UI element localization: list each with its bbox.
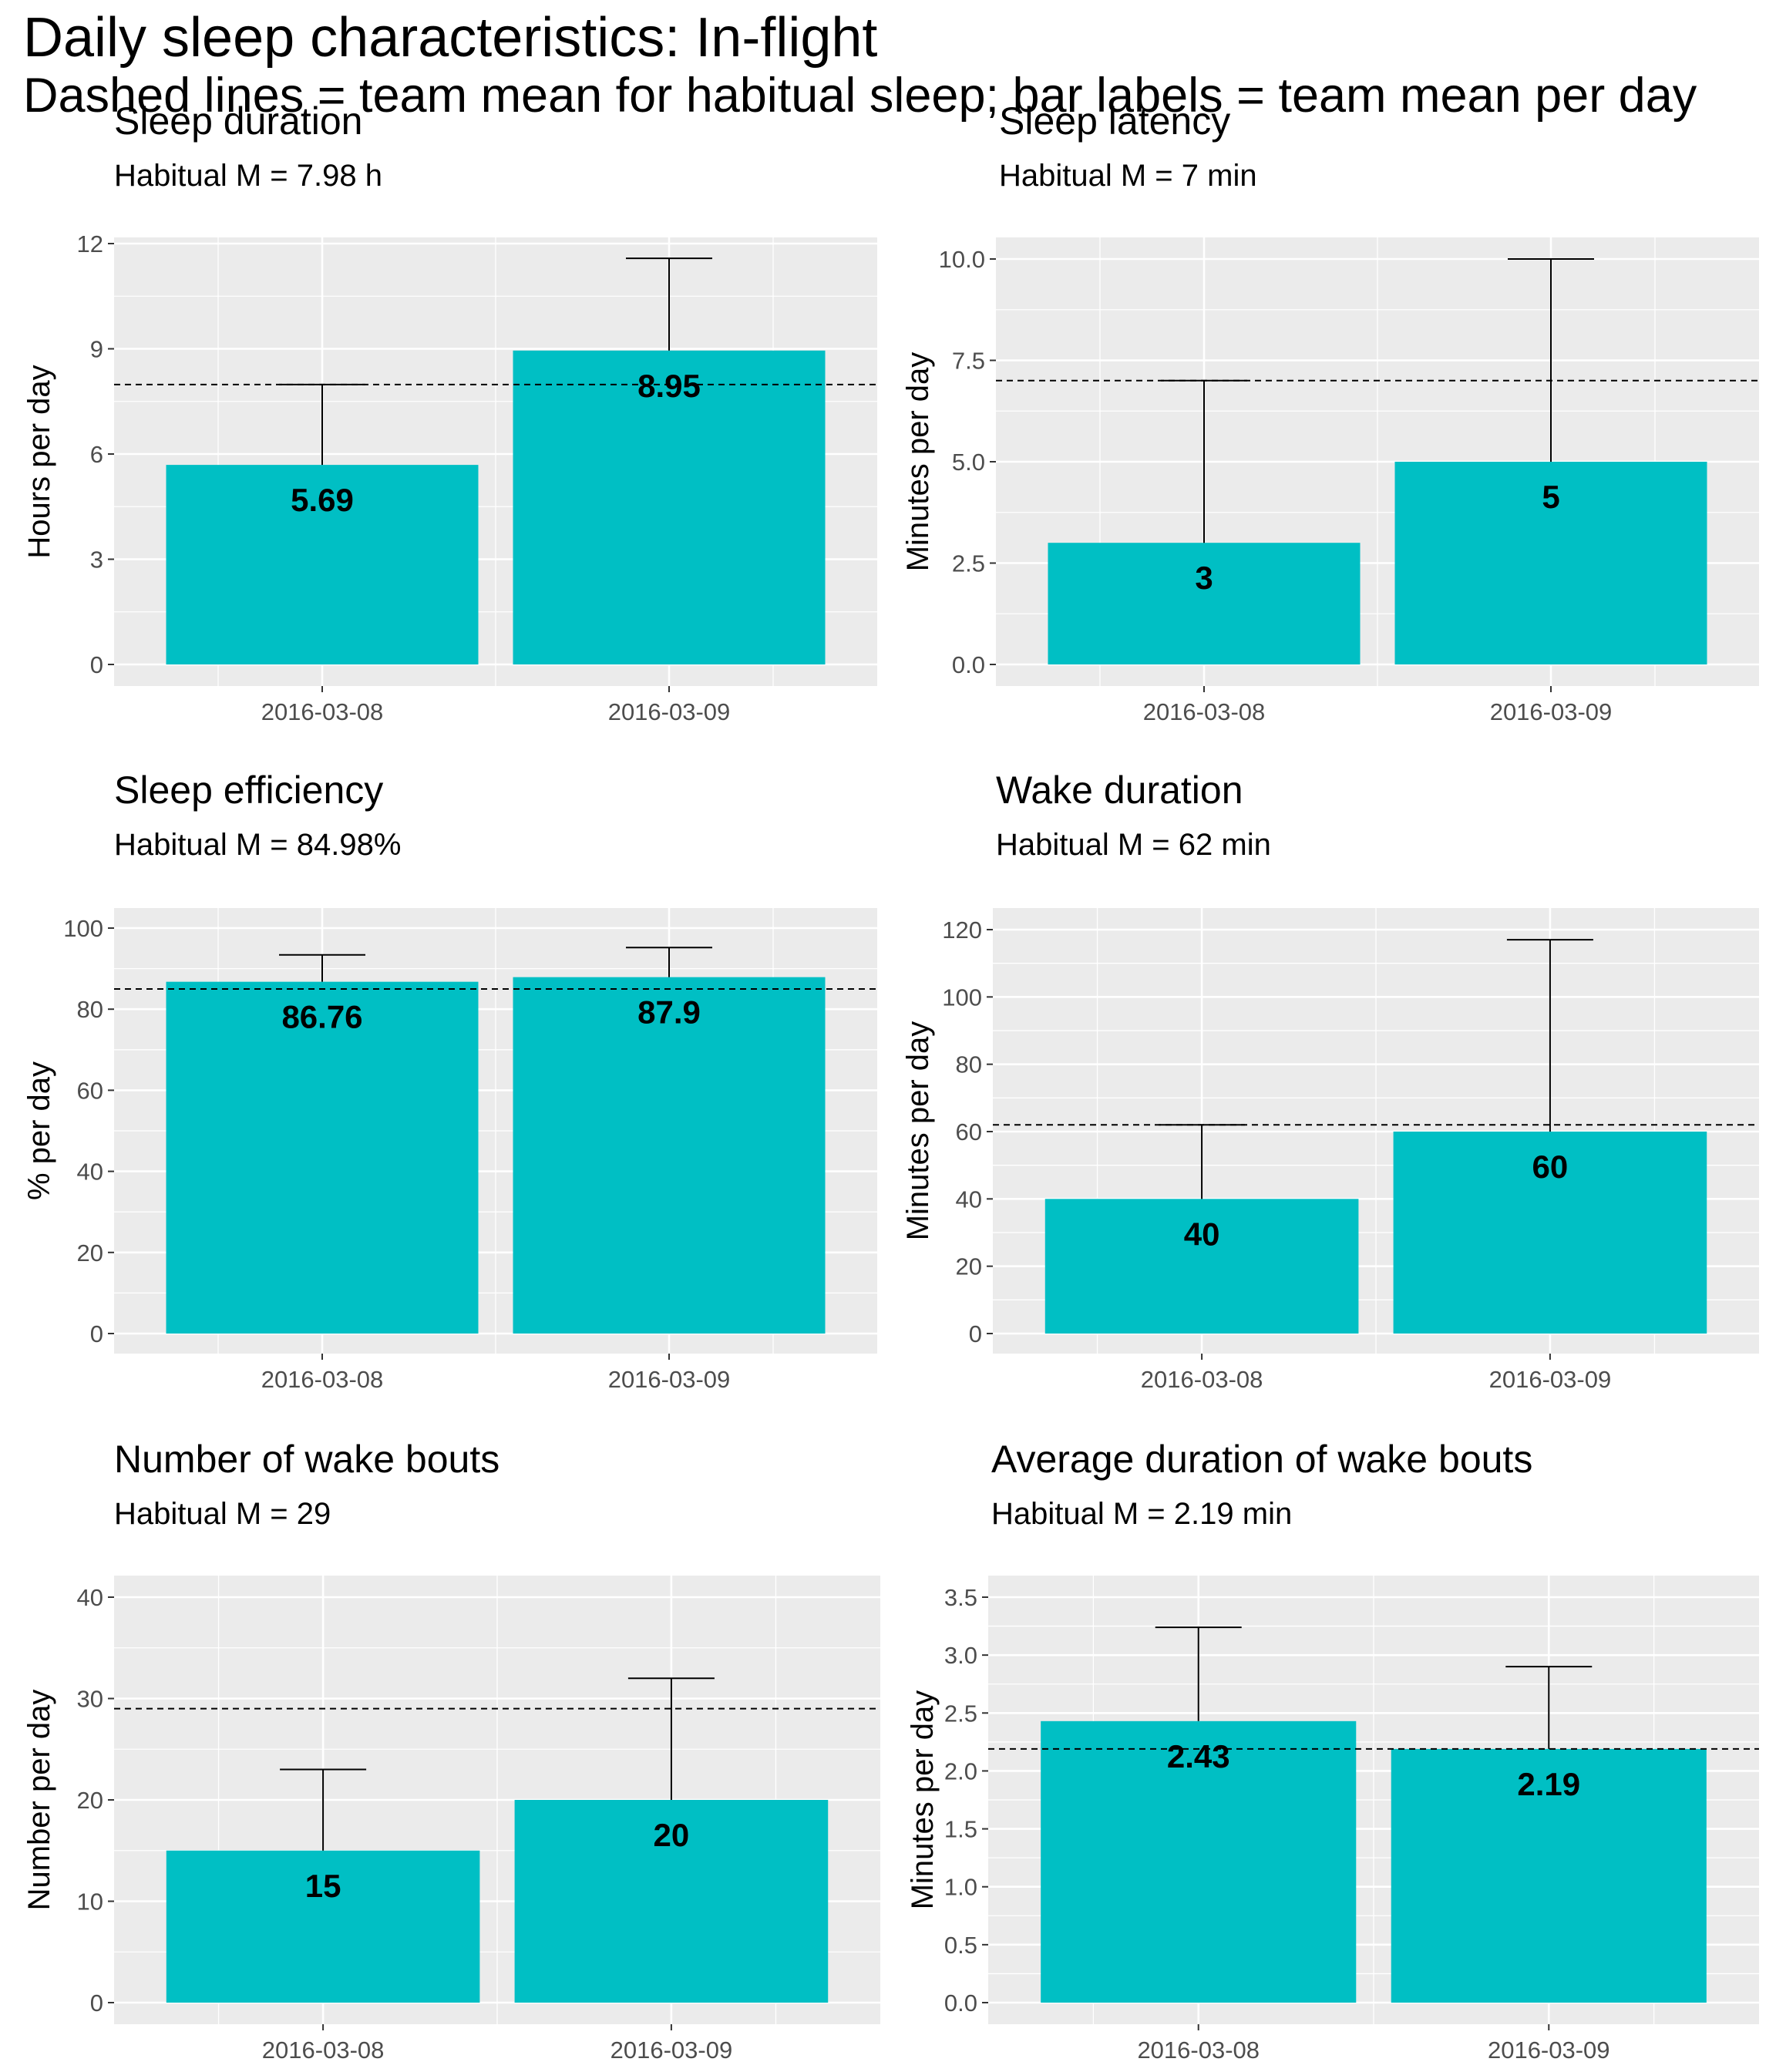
y-tick-label: 0 — [90, 651, 103, 678]
bar — [1041, 1720, 1357, 2003]
y-tick-label: 7.5 — [952, 348, 985, 375]
x-tick-label: 2016-03-09 — [1490, 698, 1613, 725]
y-tick-label: 20 — [956, 1253, 982, 1280]
y-tick-label: 20 — [77, 1787, 103, 1814]
bar — [1394, 462, 1707, 664]
bar — [166, 465, 479, 664]
panel-title: Average duration of wake bouts — [991, 1438, 1533, 1481]
bar — [1048, 543, 1361, 664]
figure-subtitle: Dashed lines = team mean for habitual sl… — [23, 69, 1697, 123]
y-axis-label: Minutes per day — [901, 1021, 935, 1241]
y-tick-label: 0.5 — [944, 1932, 977, 1959]
x-tick-label: 2016-03-08 — [262, 2037, 385, 2064]
y-tick-label: 60 — [77, 1077, 103, 1104]
x-tick-label: 2016-03-08 — [261, 1366, 384, 1393]
panel-title: Sleep latency — [999, 99, 1231, 143]
bar — [166, 1850, 480, 2003]
y-tick-label: 80 — [956, 1051, 982, 1078]
y-tick-label: 40 — [77, 1159, 103, 1186]
bar-value-label: 20 — [654, 1817, 690, 1853]
y-tick-label: 6 — [90, 441, 103, 468]
x-tick-label: 2016-03-09 — [610, 2037, 733, 2064]
y-tick-label: 3 — [90, 547, 103, 574]
x-tick-label: 2016-03-09 — [1489, 1366, 1612, 1393]
panel-title: Wake duration — [996, 769, 1243, 812]
y-tick-label: 2.5 — [952, 550, 985, 577]
panel-subtitle: Habitual M = 62 min — [996, 828, 1271, 862]
figure-title: Daily sleep characteristics: In-flight — [23, 7, 878, 69]
bar-value-label: 2.43 — [1167, 1738, 1230, 1774]
x-tick-label: 2016-03-08 — [1141, 1366, 1263, 1393]
bar — [514, 1800, 829, 2003]
y-tick-label: 0.0 — [944, 1990, 977, 2016]
bar-value-label: 86.76 — [281, 999, 362, 1035]
y-tick-label: 1.0 — [944, 1874, 977, 1901]
y-tick-label: 2.0 — [944, 1758, 977, 1784]
bar-value-label: 40 — [1184, 1216, 1220, 1252]
x-tick-label: 2016-03-09 — [1488, 2037, 1610, 2064]
y-tick-label: 2.5 — [944, 1700, 977, 1727]
y-tick-label: 40 — [77, 1584, 103, 1611]
bar — [513, 977, 826, 1334]
y-tick-label: 3.0 — [944, 1642, 977, 1669]
bar-value-label: 3 — [1195, 560, 1213, 596]
y-tick-label: 0 — [969, 1320, 982, 1347]
y-tick-label: 12 — [77, 230, 103, 257]
y-axis-label: % per day — [22, 1061, 56, 1200]
panel-title: Number of wake bouts — [114, 1438, 500, 1481]
y-tick-label: 0.0 — [952, 651, 985, 678]
bar — [1391, 1748, 1707, 2003]
bar-value-label: 8.95 — [637, 368, 701, 404]
bar-value-label: 5.69 — [291, 482, 354, 518]
y-tick-label: 20 — [77, 1240, 103, 1266]
bar-value-label: 87.9 — [637, 994, 701, 1031]
y-axis-label: Minutes per day — [906, 1690, 940, 1910]
panel-title: Sleep efficiency — [114, 769, 384, 812]
x-tick-label: 2016-03-09 — [608, 698, 731, 725]
y-axis-label: Hours per day — [22, 365, 56, 558]
bar-value-label: 2.19 — [1517, 1766, 1580, 1802]
bar — [166, 981, 479, 1334]
panel-subtitle: Habitual M = 29 — [114, 1497, 331, 1531]
y-tick-label: 100 — [942, 984, 982, 1011]
panel-subtitle: Habitual M = 7 min — [999, 159, 1257, 193]
x-tick-label: 2016-03-08 — [261, 698, 384, 725]
y-tick-label: 60 — [956, 1118, 982, 1145]
x-tick-label: 2016-03-08 — [1143, 698, 1266, 725]
bar — [513, 350, 826, 664]
panel-title: Sleep duration — [114, 99, 363, 143]
y-axis-label: Minutes per day — [901, 352, 935, 572]
y-tick-label: 100 — [63, 915, 103, 942]
bar-value-label: 60 — [1532, 1149, 1569, 1185]
bar — [1044, 1199, 1359, 1334]
panel-subtitle: Habitual M = 84.98% — [114, 828, 402, 862]
y-tick-label: 0 — [90, 1320, 103, 1347]
x-tick-label: 2016-03-09 — [608, 1366, 731, 1393]
y-tick-label: 80 — [77, 996, 103, 1023]
bar-value-label: 5 — [1542, 479, 1559, 515]
y-tick-label: 30 — [77, 1686, 103, 1713]
y-tick-label: 10.0 — [939, 246, 985, 273]
y-tick-label: 10 — [77, 1889, 103, 1916]
bar-value-label: 15 — [305, 1868, 341, 1904]
y-tick-label: 1.5 — [944, 1816, 977, 1843]
bar — [1393, 1132, 1707, 1334]
y-tick-label: 3.5 — [944, 1584, 977, 1611]
panel-subtitle: Habitual M = 7.98 h — [114, 159, 382, 193]
y-tick-label: 9 — [90, 336, 103, 363]
y-axis-label: Number per day — [22, 1690, 56, 1911]
y-tick-label: 5.0 — [952, 449, 985, 476]
y-tick-label: 0 — [90, 1990, 103, 2016]
panel-subtitle: Habitual M = 2.19 min — [991, 1497, 1293, 1531]
x-tick-label: 2016-03-08 — [1137, 2037, 1260, 2064]
y-tick-label: 40 — [956, 1186, 982, 1213]
y-tick-label: 120 — [942, 917, 982, 944]
